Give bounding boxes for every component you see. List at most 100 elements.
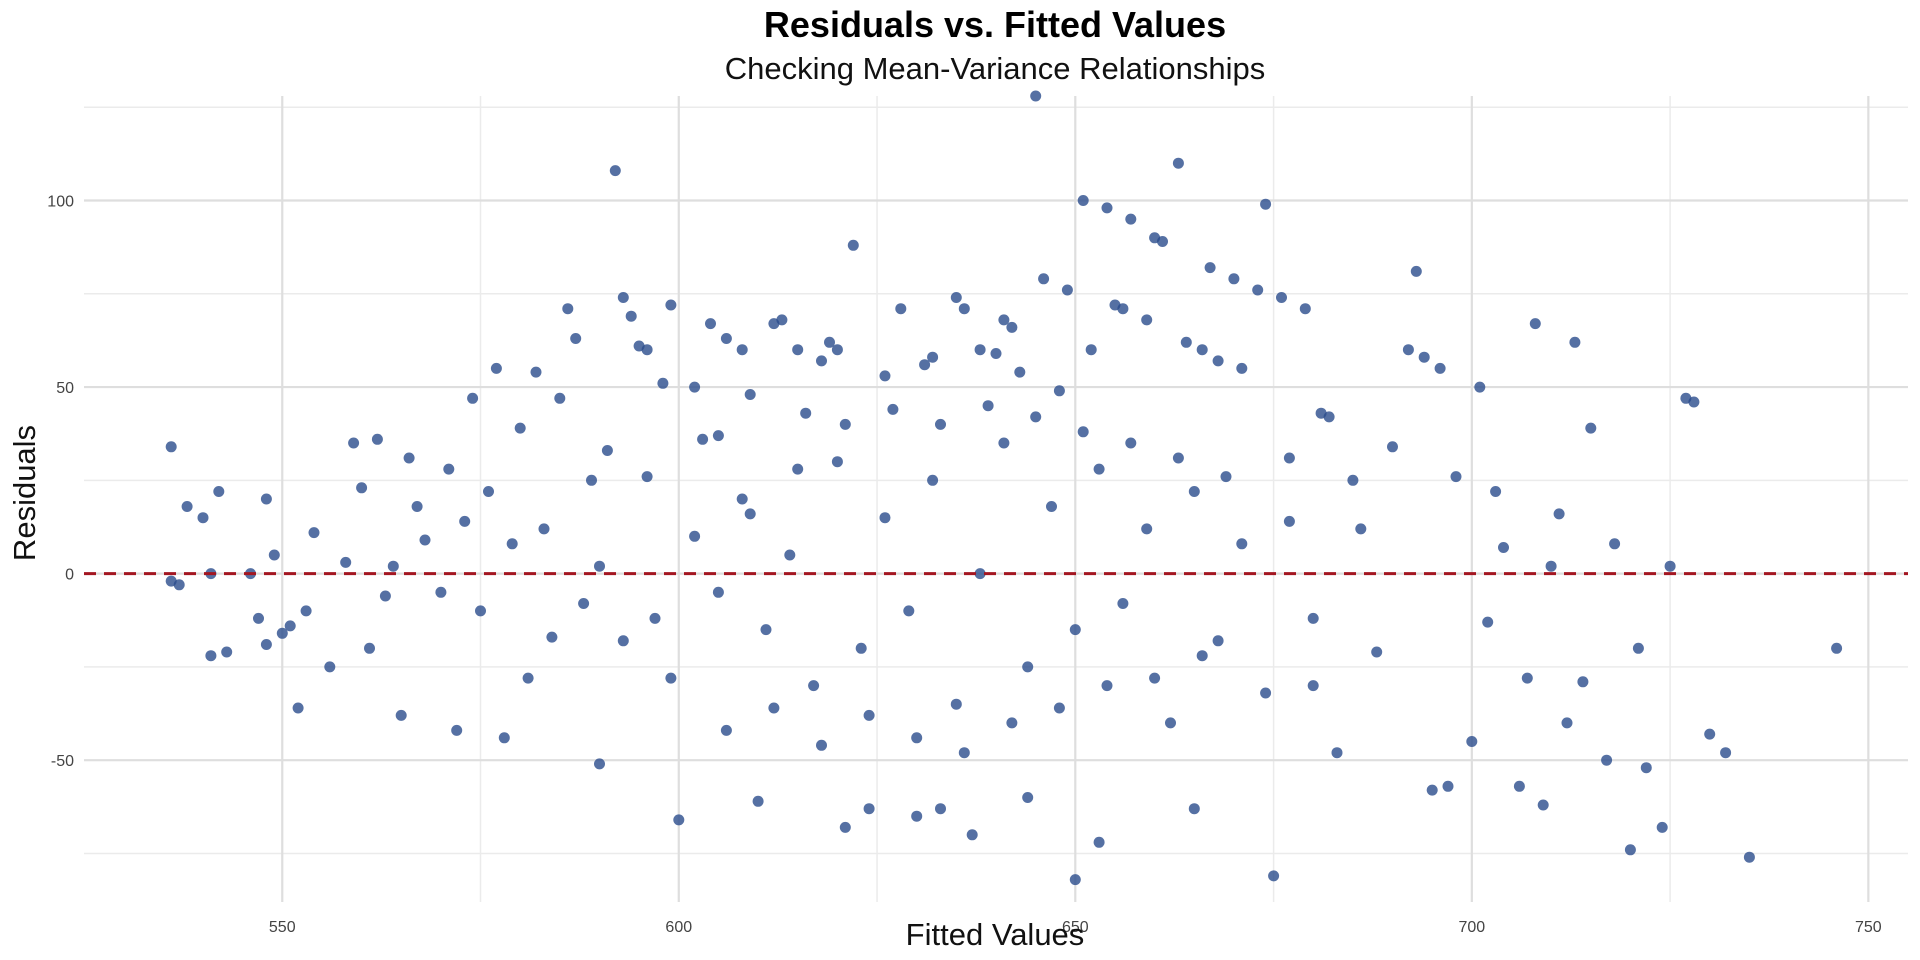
data-point	[927, 351, 939, 363]
data-point	[467, 392, 479, 404]
data-point	[205, 650, 217, 662]
chart-subtitle: Checking Mean-Variance Relationships	[725, 51, 1266, 86]
data-point	[919, 359, 931, 371]
data-point	[1093, 836, 1105, 848]
data-point	[1030, 90, 1042, 102]
data-point	[1831, 642, 1843, 654]
data-point	[1046, 501, 1057, 512]
data-point	[451, 724, 463, 736]
data-point	[736, 344, 748, 356]
data-point	[284, 620, 296, 632]
data-point	[253, 612, 264, 624]
data-point	[1085, 344, 1097, 356]
data-point	[1141, 314, 1153, 326]
data-point	[506, 538, 518, 550]
data-point	[657, 377, 669, 389]
data-point	[895, 303, 907, 315]
data-point	[1196, 650, 1208, 662]
data-point	[760, 624, 772, 636]
data-point	[181, 501, 193, 512]
data-point	[1434, 362, 1446, 374]
data-point	[673, 814, 685, 826]
data-point	[974, 568, 986, 580]
data-point	[1117, 598, 1129, 609]
data-point	[435, 586, 447, 598]
data-point	[712, 430, 724, 442]
data-point	[1180, 336, 1192, 348]
data-point	[594, 758, 605, 770]
data-points	[165, 90, 1843, 886]
data-point	[1521, 672, 1533, 684]
data-point	[387, 560, 399, 572]
data-point	[1323, 411, 1335, 423]
data-point	[1466, 736, 1478, 747]
data-point	[1077, 426, 1089, 438]
data-point	[974, 344, 986, 356]
data-point	[1157, 236, 1168, 247]
data-point	[935, 803, 946, 815]
data-point	[459, 515, 471, 527]
data-point	[776, 314, 788, 326]
data-point	[1006, 321, 1018, 333]
data-point	[1188, 803, 1200, 815]
data-point	[1053, 385, 1065, 397]
data-point	[1228, 273, 1240, 285]
data-point	[665, 672, 677, 684]
x-tick-label: 600	[665, 919, 692, 936]
x-tick-label: 700	[1458, 919, 1485, 936]
data-point	[1585, 422, 1597, 434]
data-point	[855, 642, 867, 654]
data-point	[483, 486, 494, 497]
data-point	[1387, 441, 1398, 453]
data-point	[1101, 680, 1113, 692]
data-point	[1283, 452, 1295, 464]
data-point	[1426, 784, 1438, 796]
data-point	[1498, 542, 1509, 553]
data-point	[792, 344, 804, 356]
data-point	[292, 702, 304, 714]
data-point	[927, 474, 939, 486]
data-point	[1014, 366, 1026, 378]
data-point	[958, 303, 970, 315]
data-point	[641, 344, 653, 356]
data-point	[1236, 538, 1248, 550]
data-point	[554, 392, 566, 404]
data-point	[1569, 336, 1581, 348]
data-point	[1529, 318, 1541, 330]
data-point	[1093, 463, 1105, 475]
data-point	[308, 527, 320, 539]
data-point	[268, 549, 280, 561]
tick-labels: 550 600 650 700 750 -50 0 50 100	[47, 193, 1881, 936]
data-point	[586, 474, 597, 486]
data-point	[498, 732, 510, 744]
data-point	[522, 672, 534, 684]
data-point	[340, 556, 352, 568]
data-point	[213, 486, 225, 497]
data-point	[625, 310, 637, 322]
data-point	[1450, 471, 1462, 483]
data-point	[966, 829, 978, 841]
data-point	[950, 292, 962, 303]
data-point	[839, 418, 851, 430]
data-point	[490, 362, 502, 374]
x-axis-title: Fitted Values	[906, 917, 1085, 952]
data-point	[879, 512, 891, 524]
data-point	[768, 702, 780, 714]
data-point	[800, 407, 812, 419]
data-point	[665, 299, 677, 311]
data-point	[403, 452, 415, 464]
data-point	[1545, 560, 1557, 572]
data-point	[371, 433, 383, 445]
data-point	[1609, 538, 1621, 550]
data-point	[935, 418, 946, 430]
data-point	[348, 437, 360, 449]
data-point	[911, 732, 923, 744]
data-point	[736, 493, 748, 505]
data-point	[1410, 265, 1422, 277]
data-point	[649, 612, 661, 624]
data-point	[1513, 780, 1525, 792]
data-point	[364, 642, 375, 654]
data-point	[1624, 844, 1636, 856]
data-point	[1402, 344, 1414, 356]
data-point	[792, 463, 804, 475]
